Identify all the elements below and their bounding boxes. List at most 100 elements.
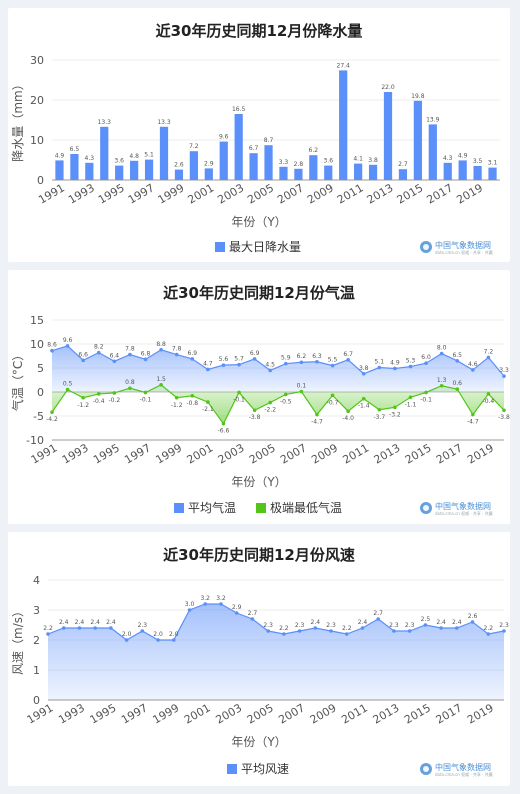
x-tick-label: 2013 [365,181,396,206]
data-point [393,366,397,371]
data-label: -4.2 [46,416,58,423]
bar [413,100,422,180]
bar [324,165,333,180]
data-label: 2.4 [59,619,69,626]
data-point [77,626,82,630]
bar [234,114,243,180]
data-label: 5.3 [406,358,416,365]
data-label: 6.7 [343,351,353,358]
data-label: -1.4 [358,403,370,410]
x-tick-label: 1999 [151,701,182,726]
data-label: 4.5 [265,361,275,368]
data-label: 19.8 [411,93,425,100]
data-point [46,632,50,636]
data-point [313,626,318,630]
data-point [268,368,273,373]
legend-swatch [215,242,225,252]
data-label: 2.4 [452,619,462,626]
x-tick-label: 2017 [434,701,465,726]
data-label: 3.8 [368,157,378,164]
data-point [190,394,195,398]
data-point [128,352,132,357]
data-label: -4.7 [311,419,323,426]
bar [443,162,452,180]
data-point [377,407,382,412]
data-point [174,395,179,400]
data-label: 9.6 [63,337,73,344]
data-point [206,367,210,372]
bar [309,155,318,180]
data-point [486,355,491,360]
data-point [124,638,129,642]
data-point [93,626,97,630]
x-tick-label: 2003 [213,701,244,726]
x-tick-label: 1995 [96,181,127,206]
chart-title: 近30年历史同期12月份气温 [163,284,355,302]
data-label: 4.9 [55,152,65,159]
data-label: 2.3 [499,622,509,629]
x-tick-label: 2019 [465,441,496,466]
data-label: 6.0 [421,354,431,361]
data-label: -3.8 [249,414,261,421]
source-subtitle: data.cma.cn 权威 · 共享 · 共赢 [435,771,493,777]
legend-swatch [256,503,266,513]
data-label: 6.9 [250,350,260,357]
data-label: -4.0 [342,415,354,422]
data-point [190,357,195,361]
data-label: 6.3 [312,353,322,360]
legend-label: 最大日降水量 [229,240,301,254]
x-tick-label: 1999 [153,441,184,466]
data-label: 2.3 [389,622,399,629]
data-point [486,632,491,636]
legend-label: 平均风速 [241,762,289,776]
x-tick-label: 2009 [308,701,339,726]
data-label: 7.2 [484,348,494,355]
data-label: 3.6 [323,158,333,165]
data-label: 3.3 [499,367,509,374]
x-tick-label: 2007 [275,181,306,206]
bar [249,153,258,180]
temperature-panel: 近30年历史同期12月份气温 -10 -5 0 5 10 15 气温（°C） 1991 1993 1… [8,270,510,524]
data-point [424,361,428,365]
data-point [237,390,241,395]
bar [428,124,437,180]
data-label: 13.3 [98,119,112,126]
data-label: 5.6 [219,356,229,363]
series-line [51,384,505,425]
data-label: 3.0 [185,601,195,608]
x-tick-label: 1997 [119,701,150,726]
x-tick-label: 2015 [395,181,426,206]
data-point [407,629,412,633]
chart-title: 近30年历史同期12月份风速 [163,546,355,564]
data-point [50,410,54,414]
bar [159,126,169,180]
bar [189,151,198,180]
data-label: 3.2 [216,595,226,602]
data-label: 2.3 [295,622,305,629]
data-label: 2.3 [263,622,273,629]
data-label: -3.7 [373,414,385,421]
x-tick-label: 2013 [372,441,403,466]
source-name: 中国气象数据网 [435,240,491,250]
data-point [471,412,475,417]
x-tick-label: 2001 [185,441,216,466]
data-point [439,383,444,388]
data-point [455,387,460,391]
data-label: 8.2 [94,344,104,351]
data-point [65,387,70,392]
y-tick-label: 3 [33,604,40,617]
data-point [252,357,257,361]
data-point [187,608,192,612]
data-label: 13.9 [426,116,440,123]
bar [398,169,408,180]
data-label: 2.6 [468,613,478,620]
data-label: 4.6 [468,361,478,368]
logo-mark-inner [423,505,429,511]
bar [354,163,363,180]
data-point [502,629,506,633]
data-point [221,363,226,367]
x-tick-label: 2001 [182,701,213,726]
